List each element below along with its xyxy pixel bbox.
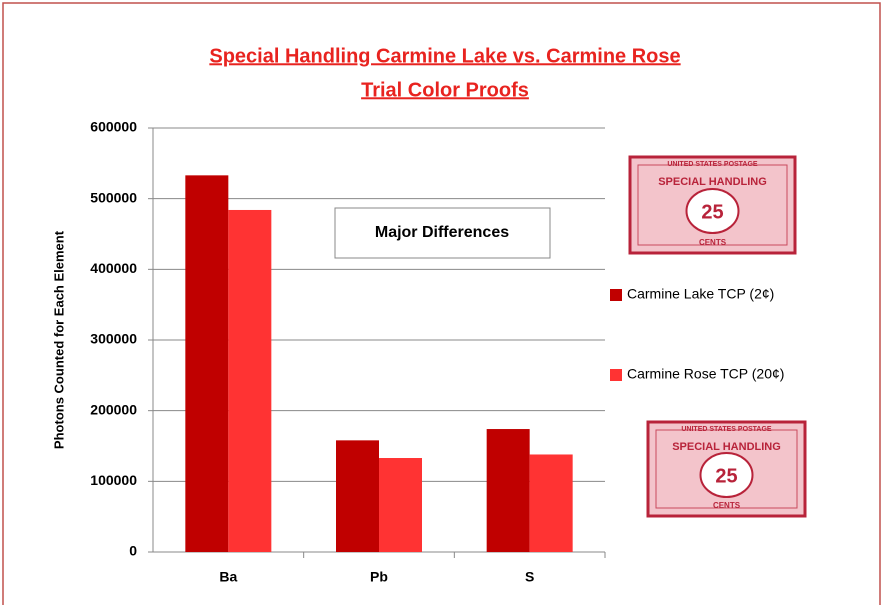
y-tick-label: 200000 bbox=[90, 401, 137, 417]
legend-label: Carmine Rose TCP (20¢) bbox=[627, 366, 784, 382]
bar bbox=[529, 454, 573, 552]
stamp-text: CENTS bbox=[699, 238, 727, 247]
bar bbox=[379, 458, 422, 552]
y-tick-label: 600000 bbox=[90, 119, 137, 135]
stamp-text: 25 bbox=[715, 465, 737, 487]
chart-title: Special Handling Carmine Lake vs. Carmin… bbox=[209, 45, 680, 67]
stamp-medallion bbox=[699, 452, 754, 498]
stamp-frame bbox=[637, 164, 788, 246]
x-tick-label: Pb bbox=[370, 569, 388, 585]
stamp-medallion bbox=[685, 188, 740, 234]
x-tick-label: Ba bbox=[219, 569, 237, 585]
legend-swatch bbox=[610, 369, 622, 381]
annotation: Major Differences bbox=[375, 224, 509, 241]
annotation-box bbox=[334, 207, 551, 259]
y-tick-label: 300000 bbox=[90, 331, 137, 347]
bar bbox=[336, 440, 379, 552]
stamp-text: SPECIAL HANDLING bbox=[672, 441, 781, 453]
chart-title: Trial Color Proofs bbox=[361, 79, 529, 101]
stamp-text: UNITED STATES POSTAGE bbox=[681, 426, 772, 433]
y-tick-label: 100000 bbox=[90, 472, 137, 488]
bar bbox=[486, 429, 530, 552]
y-tick-label: 0 bbox=[129, 543, 137, 559]
bar bbox=[185, 175, 229, 552]
x-tick-label: S bbox=[525, 569, 534, 585]
stamp-text: 25 bbox=[701, 201, 723, 223]
y-axis-label: Photons Counted for Each Element bbox=[51, 230, 66, 449]
stamp-frame bbox=[655, 429, 798, 509]
stamp-text: UNITED STATES POSTAGE bbox=[667, 161, 758, 168]
stamp-text: SPECIAL HANDLING bbox=[658, 176, 767, 188]
legend-label: Carmine Lake TCP (2¢) bbox=[627, 286, 774, 302]
bar bbox=[228, 209, 272, 552]
y-tick-label: 400000 bbox=[90, 260, 137, 276]
y-tick-label: 500000 bbox=[90, 189, 137, 205]
legend-swatch bbox=[610, 289, 622, 301]
stamp-text: CENTS bbox=[713, 501, 741, 510]
